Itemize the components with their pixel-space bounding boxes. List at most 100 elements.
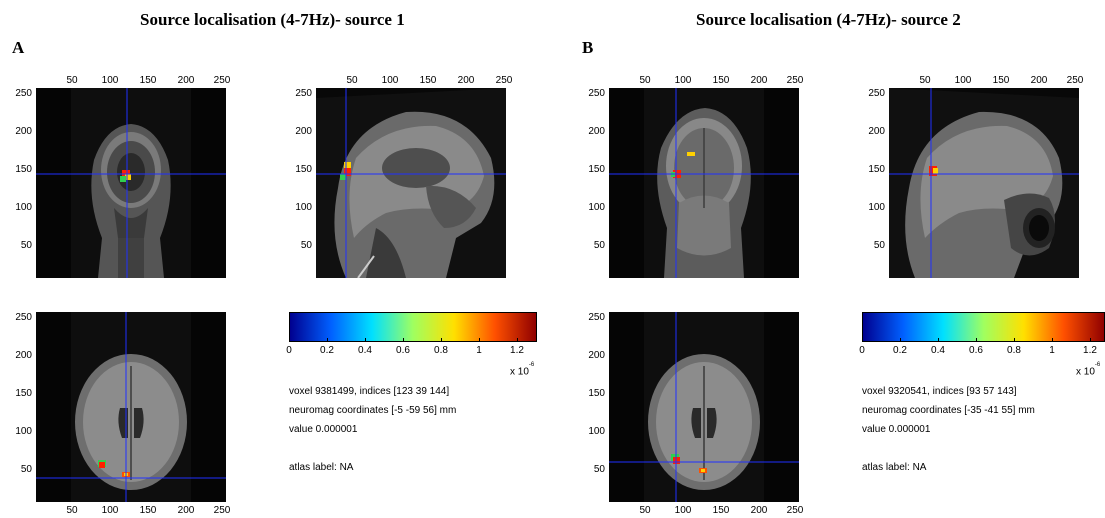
x-tick: 250 bbox=[786, 75, 804, 86]
y-tick: 200 bbox=[588, 350, 605, 361]
colorbar-tick-mark bbox=[517, 338, 518, 342]
y-tick: 200 bbox=[868, 126, 885, 137]
value-info-a: value 0.000001 bbox=[289, 424, 358, 435]
x-tick: 200 bbox=[177, 75, 195, 86]
colorbar-tick-label: 0 bbox=[859, 345, 865, 356]
colorbar-tick-label: 0.4 bbox=[931, 345, 945, 356]
y-tick: 150 bbox=[588, 388, 605, 399]
x-tick: 150 bbox=[139, 75, 157, 86]
colorbar-tick-mark bbox=[862, 338, 863, 342]
y-tick: 50 bbox=[593, 464, 605, 475]
y-tick: 100 bbox=[295, 202, 312, 213]
x-tick: 50 bbox=[639, 75, 651, 86]
sagittal-slice-a bbox=[316, 88, 506, 278]
sagittal-slice-b bbox=[889, 88, 1079, 278]
axial-slice-b bbox=[609, 312, 799, 502]
colorbar-tick-mark bbox=[1090, 338, 1091, 342]
coordinates-info-a: neuromag coordinates [-5 -59 56] mm bbox=[289, 405, 457, 416]
colorbar-tick-label: 0.4 bbox=[358, 345, 372, 356]
colorbar-scale-base: x 10 bbox=[1076, 366, 1095, 378]
y-tick: 250 bbox=[588, 312, 605, 323]
colorbar-scale-exponent: -6 bbox=[1094, 362, 1101, 368]
colorbar-a bbox=[289, 312, 537, 342]
y-tick: 250 bbox=[15, 312, 32, 323]
colorbar-tick-label: 1.2 bbox=[1083, 345, 1097, 356]
colorbar-tick-mark bbox=[403, 338, 404, 342]
y-tick: 100 bbox=[15, 426, 32, 437]
x-tick: 200 bbox=[177, 505, 195, 516]
colorbar-tick-mark bbox=[976, 338, 977, 342]
x-tick: 100 bbox=[674, 505, 692, 516]
x-tick: 50 bbox=[346, 75, 358, 86]
panel-a-title: Source localisation (4-7Hz)- source 1 bbox=[140, 10, 405, 29]
x-tick: 200 bbox=[457, 75, 475, 86]
y-tick: 50 bbox=[873, 240, 885, 251]
x-tick: 200 bbox=[750, 505, 768, 516]
colorbar-b bbox=[862, 312, 1105, 342]
axial-view-b[interactable] bbox=[609, 312, 799, 502]
colorbar-tick-label: 0.8 bbox=[434, 345, 448, 356]
x-tick: 100 bbox=[101, 505, 119, 516]
colorbar-tick-mark bbox=[289, 338, 290, 342]
y-tick: 150 bbox=[295, 164, 312, 175]
y-tick: 50 bbox=[20, 240, 32, 251]
y-tick: 100 bbox=[868, 202, 885, 213]
x-tick: 100 bbox=[101, 75, 119, 86]
colorbar-scale-label: x 10-6 bbox=[510, 362, 535, 378]
coronal-slice-b bbox=[609, 88, 799, 278]
x-tick: 100 bbox=[954, 75, 972, 86]
y-tick: 50 bbox=[300, 240, 312, 251]
colorbar-tick-label: 1 bbox=[1049, 345, 1055, 356]
x-tick: 150 bbox=[419, 75, 437, 86]
voxel-info-a: voxel 9381499, indices [123 39 144] bbox=[289, 386, 450, 397]
y-tick: 250 bbox=[15, 88, 32, 99]
value-info-b: value 0.000001 bbox=[862, 424, 931, 435]
colorbar-tick-mark bbox=[327, 338, 328, 342]
colorbar-tick-label: 1 bbox=[476, 345, 482, 356]
coronal-slice-a bbox=[36, 88, 226, 278]
sagittal-view-a[interactable] bbox=[316, 88, 506, 278]
coronal-view-a[interactable] bbox=[36, 88, 226, 278]
x-tick: 50 bbox=[66, 505, 78, 516]
colorbar-tick-mark bbox=[1014, 338, 1015, 342]
y-tick: 250 bbox=[588, 88, 605, 99]
colorbar-scale-base: x 10 bbox=[510, 366, 529, 378]
x-tick: 100 bbox=[674, 75, 692, 86]
panel-b-letter: B bbox=[582, 38, 594, 57]
sagittal-view-b[interactable] bbox=[889, 88, 1079, 278]
colorbar-tick-label: 1.2 bbox=[510, 345, 524, 356]
colorbar-tick-label: 0 bbox=[286, 345, 292, 356]
colorbar-tick-mark bbox=[938, 338, 939, 342]
axial-view-a[interactable] bbox=[36, 312, 226, 502]
colorbar-tick-mark bbox=[900, 338, 901, 342]
coronal-view-b[interactable] bbox=[609, 88, 799, 278]
x-tick: 100 bbox=[381, 75, 399, 86]
x-tick: 150 bbox=[712, 505, 730, 516]
atlas-label-b: atlas label: NA bbox=[862, 462, 927, 473]
axial-slice-a bbox=[36, 312, 226, 502]
colorbar-scale-exponent: -6 bbox=[528, 362, 535, 368]
y-tick: 200 bbox=[588, 126, 605, 137]
panel-a-letter: A bbox=[12, 38, 25, 57]
y-tick: 100 bbox=[588, 202, 605, 213]
panel-b-title: Source localisation (4-7Hz)- source 2 bbox=[696, 10, 961, 29]
x-tick: 250 bbox=[1066, 75, 1084, 86]
y-tick: 200 bbox=[15, 350, 32, 361]
y-tick: 50 bbox=[20, 464, 32, 475]
colorbar-tick-label: 0.2 bbox=[320, 345, 334, 356]
x-tick: 150 bbox=[139, 505, 157, 516]
atlas-label-a: atlas label: NA bbox=[289, 462, 354, 473]
x-tick: 50 bbox=[919, 75, 931, 86]
x-tick: 150 bbox=[992, 75, 1010, 86]
x-tick: 50 bbox=[66, 75, 78, 86]
colorbar-tick-mark bbox=[441, 338, 442, 342]
colorbar-tick-mark bbox=[479, 338, 480, 342]
y-tick: 100 bbox=[588, 426, 605, 437]
x-tick: 200 bbox=[750, 75, 768, 86]
y-tick: 150 bbox=[868, 164, 885, 175]
voxel-info-b: voxel 9320541, indices [93 57 143] bbox=[862, 386, 1017, 397]
x-tick: 250 bbox=[786, 505, 804, 516]
y-tick: 200 bbox=[15, 126, 32, 137]
x-tick: 250 bbox=[213, 75, 231, 86]
colorbar-tick-label: 0.6 bbox=[396, 345, 410, 356]
